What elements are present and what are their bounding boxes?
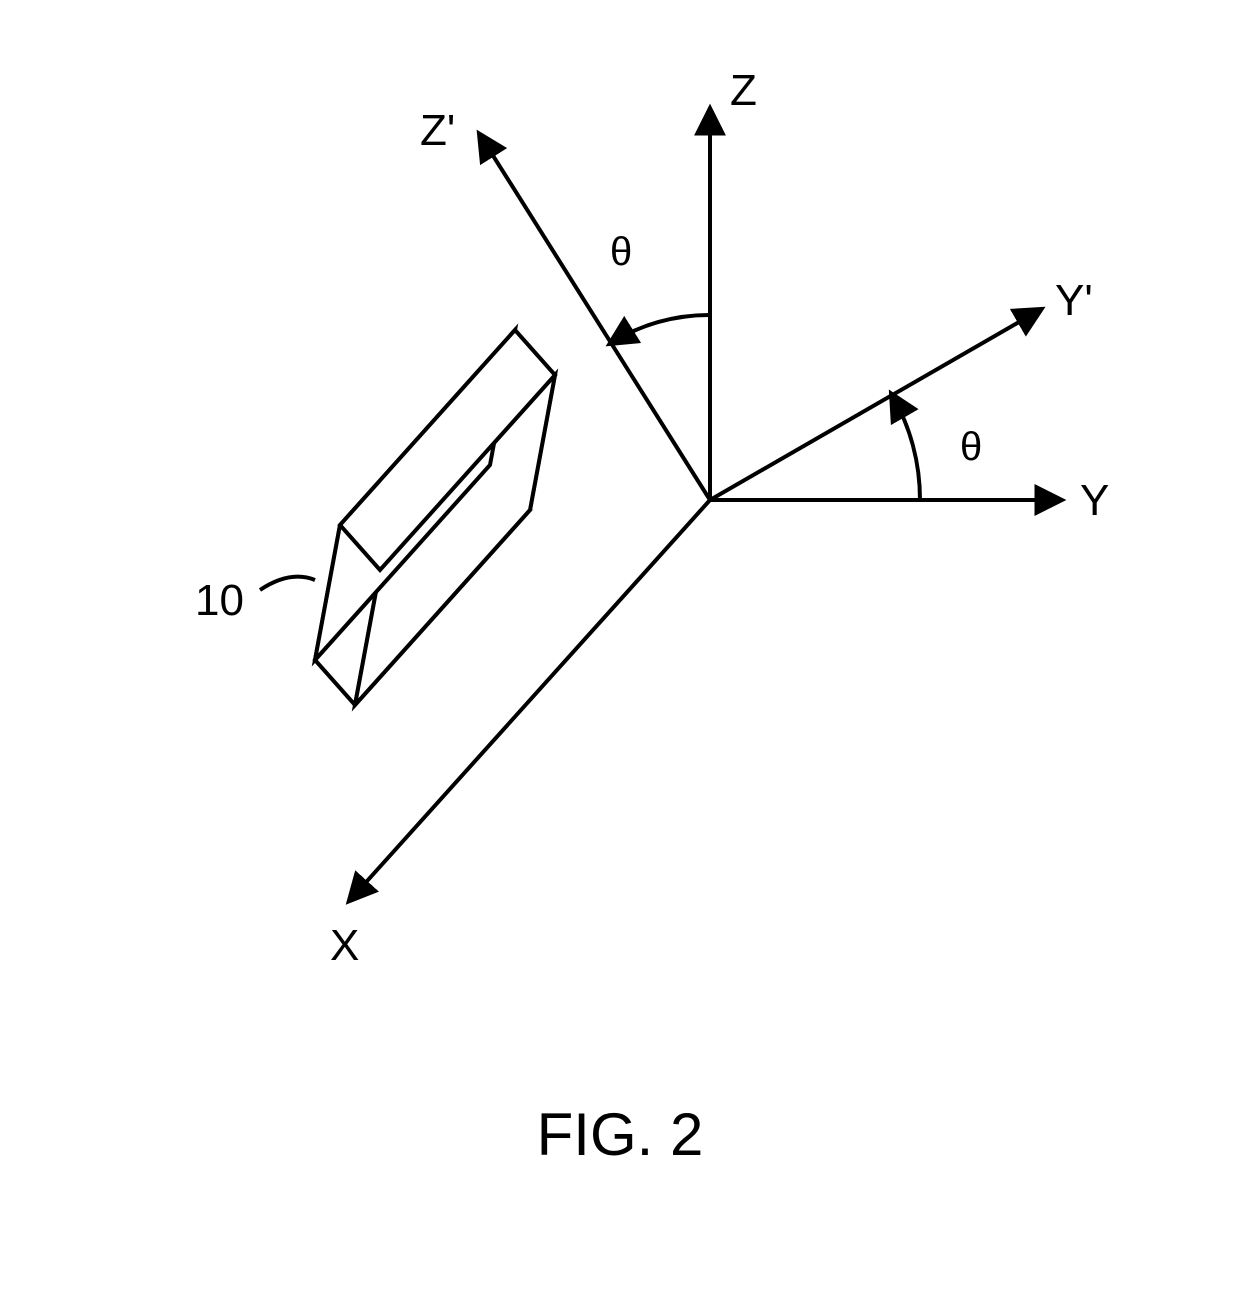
axis-y-prime bbox=[710, 310, 1040, 500]
arc-theta-right bbox=[892, 395, 920, 500]
label-y: Y bbox=[1080, 476, 1109, 525]
label-x: X bbox=[330, 921, 359, 970]
label-z-prime: Z' bbox=[420, 106, 455, 155]
figure-canvas: Z Z' Y Y' X θ θ 10 FIG. 2 bbox=[0, 0, 1241, 1294]
label-theta-right: θ bbox=[960, 425, 982, 469]
label-theta-top: θ bbox=[610, 230, 632, 274]
label-ref-10: 10 bbox=[195, 576, 244, 625]
diagram-svg: Z Z' Y Y' X θ θ 10 FIG. 2 bbox=[0, 0, 1241, 1294]
label-z: Z bbox=[730, 66, 757, 115]
arc-theta-top bbox=[611, 315, 710, 343]
figure-caption: FIG. 2 bbox=[537, 1101, 704, 1168]
label-y-prime: Y' bbox=[1055, 276, 1093, 325]
part-10 bbox=[315, 330, 555, 705]
ref-leader-10 bbox=[260, 577, 315, 590]
